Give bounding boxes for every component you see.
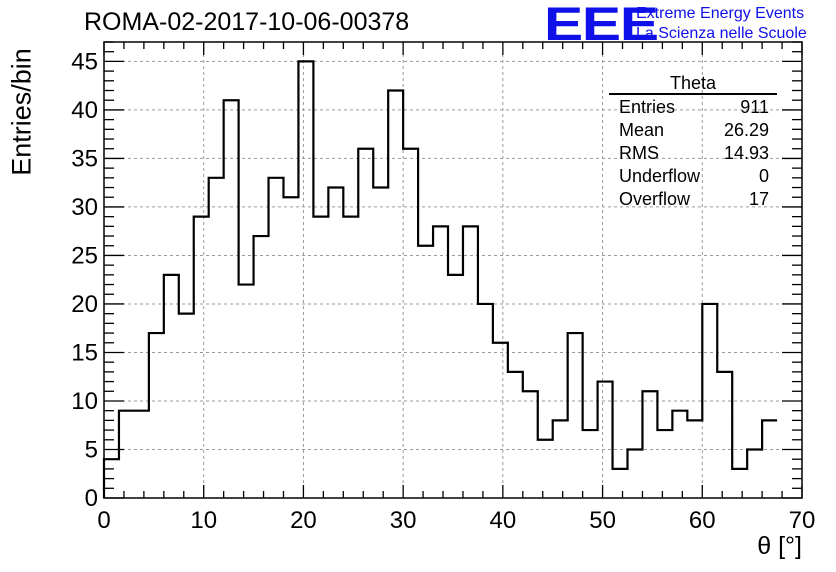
histogram-bin (672, 411, 687, 498)
stats-row-entries: Entries 911 (609, 96, 777, 119)
histogram-bin (403, 149, 418, 498)
histogram-bin (358, 149, 373, 498)
logo-caption-line1: Extreme Energy Events (636, 5, 805, 22)
y-tick-label: 10 (71, 388, 98, 415)
histogram-bin (388, 91, 403, 498)
x-tick-label: 0 (97, 507, 110, 534)
histogram-bin (628, 449, 643, 498)
y-tick-label: 30 (71, 194, 98, 221)
histogram-bin (687, 420, 702, 498)
stats-label: Underflow (619, 166, 701, 186)
plot-frame (103, 41, 803, 499)
histogram-bin (508, 372, 523, 498)
eee-logo: EEE (544, 0, 659, 50)
logo-caption: Extreme Energy Events La Scienza nelle S… (636, 4, 807, 44)
logo-caption-line2: La Scienza nelle Scuole (636, 25, 807, 42)
stats-row-rms: RMS 14.93 (609, 142, 777, 165)
y-tick-label: 40 (71, 97, 98, 124)
stats-box: Theta Entries 911 Mean 26.29 RMS 14.93 U… (609, 73, 777, 211)
stats-label: Overflow (619, 189, 691, 209)
stats-label: Entries (619, 97, 676, 117)
histogram-bin (269, 178, 284, 498)
y-tick-label: 20 (71, 291, 98, 318)
stats-value: 0 (758, 166, 769, 186)
stats-value: 17 (748, 189, 769, 209)
histogram-bin (254, 236, 269, 498)
histogram-bin (493, 343, 508, 498)
histogram-bin (642, 391, 657, 498)
x-tick-label: 40 (490, 507, 517, 534)
histogram-bin (732, 469, 747, 498)
histogram-bin (762, 420, 777, 498)
histogram-bin (328, 188, 343, 498)
histogram-bin (418, 246, 433, 498)
histogram-bin (583, 430, 598, 498)
stats-title: Theta (609, 73, 777, 95)
stats-row-overflow: Overflow 17 (609, 188, 777, 211)
histogram-bin (239, 285, 254, 498)
x-tick-label: 10 (190, 507, 217, 534)
histogram-bin (523, 391, 538, 498)
x-tick-label: 70 (789, 507, 816, 534)
x-tick-label: 30 (390, 507, 417, 534)
y-tick-label: 15 (71, 339, 98, 366)
histogram-bin (224, 100, 239, 498)
histogram-bin (568, 333, 583, 498)
x-tick-label: 60 (689, 507, 716, 534)
y-tick-label: 35 (71, 145, 98, 172)
stats-row-underflow: Underflow 0 (609, 165, 777, 188)
y-tick-label: 0 (85, 485, 98, 512)
histogram-bin (553, 420, 568, 498)
chart-title: ROMA-02-2017-10-06-00378 (84, 8, 410, 36)
histogram-bin (747, 449, 762, 498)
histogram-bin (298, 61, 313, 498)
histogram-bin (433, 226, 448, 498)
histogram-bin (373, 188, 388, 498)
histogram-line (102, 60, 778, 498)
x-tick-label: 50 (589, 507, 616, 534)
histogram-bin (343, 217, 358, 498)
stats-value: 911 (740, 97, 769, 117)
histogram-bin (119, 411, 149, 498)
y-tick-label: 45 (71, 48, 98, 75)
histogram-bin (313, 217, 328, 498)
y-axis-label: Entries/bin (6, 48, 37, 176)
histogram-bin (613, 469, 628, 498)
histogram-bin (179, 314, 194, 498)
histogram-bin (448, 275, 463, 498)
y-tick-label: 5 (85, 436, 98, 463)
histogram-bin (702, 304, 717, 498)
histogram-bin (717, 372, 732, 498)
stats-label: RMS (619, 143, 659, 163)
histogram-bin (538, 440, 553, 498)
stats-value: 26.29 (723, 120, 769, 140)
stats-value: 14.93 (723, 143, 769, 163)
x-tick-label: 20 (290, 507, 317, 534)
histogram-bin (194, 217, 209, 498)
x-axis-label: θ [°] (757, 532, 802, 560)
histogram-bin (463, 226, 478, 498)
histogram-bin (149, 333, 164, 498)
stats-label: Mean (619, 120, 665, 140)
histogram-bin (598, 382, 613, 498)
histogram-bin (283, 197, 298, 498)
histogram-bin (209, 178, 224, 498)
histogram-bin (164, 275, 179, 498)
histogram-bin (657, 430, 672, 498)
y-tick-label: 25 (71, 242, 98, 269)
stats-row-mean: Mean 26.29 (609, 119, 777, 142)
histogram-bin (478, 304, 493, 498)
